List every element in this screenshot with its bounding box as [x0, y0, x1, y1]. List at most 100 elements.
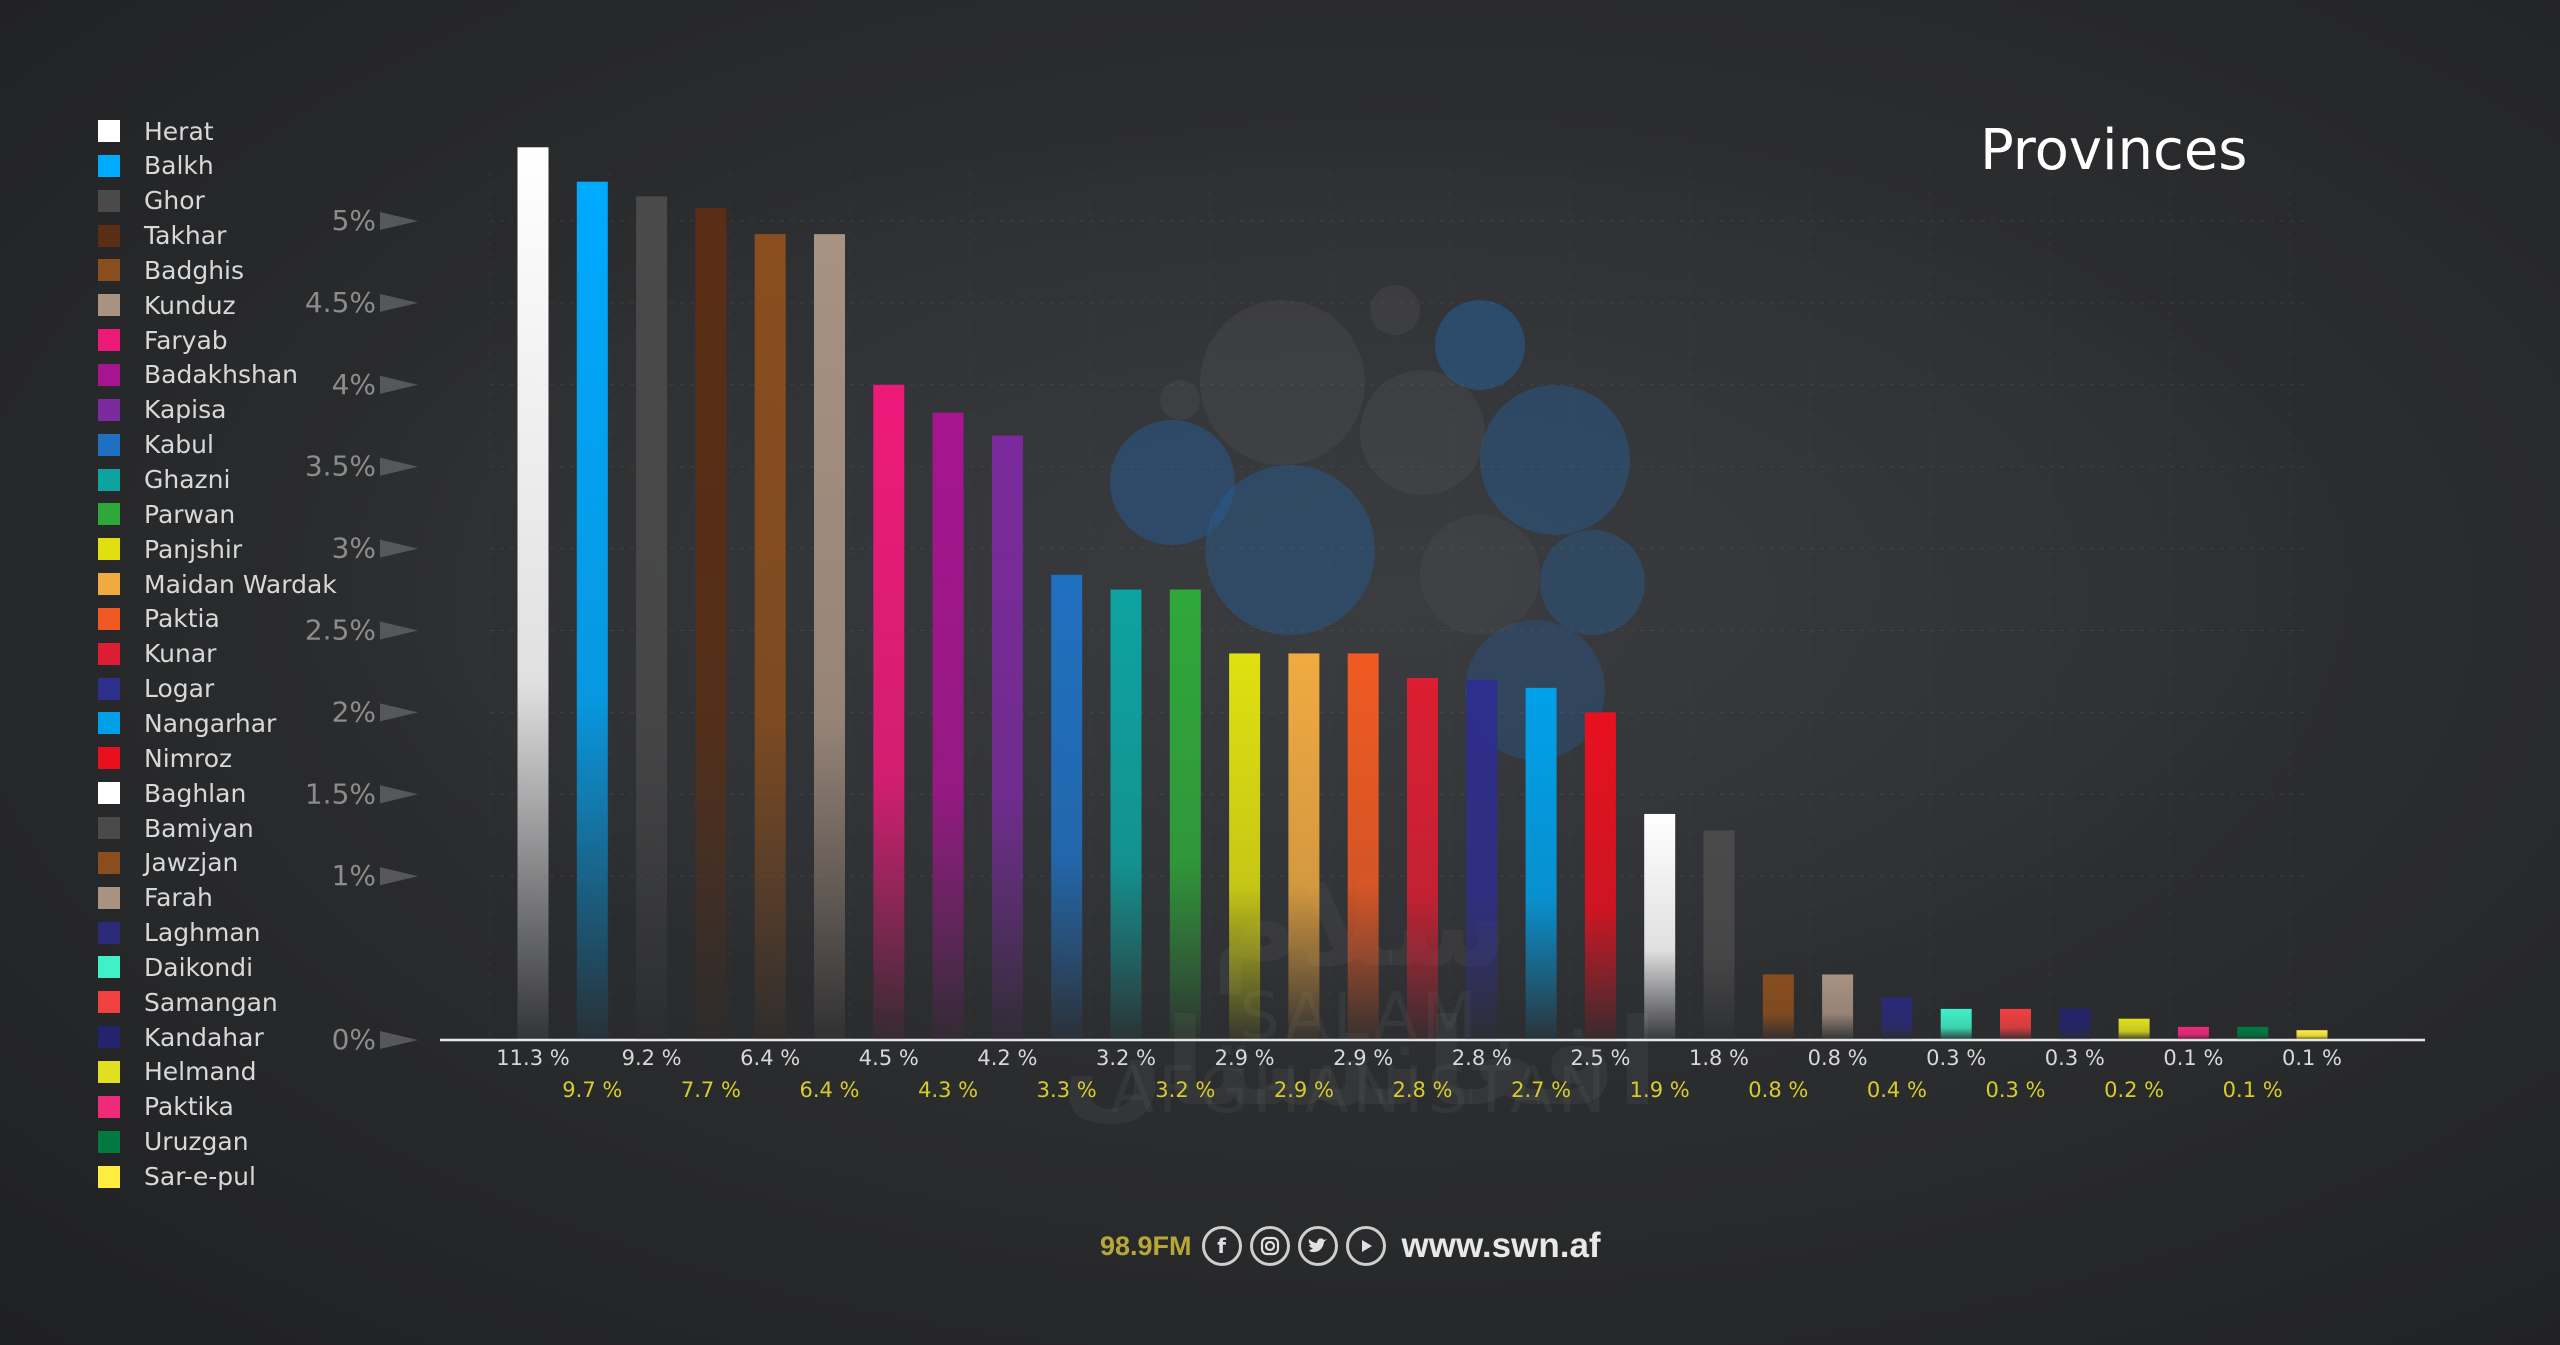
bar-value-label: 4.5 % [859, 1046, 919, 1070]
bar-parwan [1169, 589, 1201, 1040]
legend-label: Baghlan [144, 778, 247, 808]
bar-takhar [695, 207, 727, 1040]
legend-swatch [98, 1165, 120, 1188]
website-link[interactable]: www.swn.af [1401, 1226, 1601, 1265]
legend-label: Balkh [144, 151, 214, 181]
y-tick-marker [380, 539, 418, 558]
y-tick-marker [380, 1031, 418, 1049]
bar-uruzgan [2237, 1026, 2269, 1040]
bar-value-label: 6.4 % [799, 1078, 859, 1102]
decor-bubble [1540, 530, 1645, 635]
y-tick-label: 2% [332, 695, 376, 728]
bar-paktika [2177, 1026, 2209, 1040]
facebook-icon[interactable]: f [1201, 1226, 1242, 1266]
legend-item: Kandahar [98, 1022, 264, 1052]
legend-item: Samangan [98, 987, 278, 1017]
bar-value-label: 1.8 % [1689, 1046, 1749, 1070]
legend-swatch [98, 1130, 120, 1153]
bar-balkh [576, 181, 608, 1041]
bar-kabul [1051, 574, 1083, 1040]
legend-swatch [98, 538, 120, 561]
legend-item: Kapisa [98, 395, 226, 425]
legend-label: Nimroz [144, 743, 233, 773]
bar-value-label: 3.3 % [1037, 1078, 1097, 1102]
legend-item: Sar-e-pul [98, 1162, 256, 1192]
legend-item: Daikondi [98, 952, 253, 982]
bar-kandahar [2059, 1008, 2091, 1040]
legend-item: Ghazni [98, 465, 230, 495]
bar-value-label: 6.4 % [740, 1046, 800, 1070]
legend-label: Sar-e-pul [144, 1162, 256, 1191]
bar-laghman [1881, 997, 1913, 1040]
bar-samangan [2000, 1008, 2031, 1040]
y-tick-marker [380, 621, 418, 640]
y-tick-label: 3.5% [305, 450, 376, 483]
legend-swatch [98, 607, 120, 630]
legend-item: Herat [98, 116, 214, 146]
bar-value-label: 0.1 % [2282, 1046, 2342, 1070]
bar-value-label: 3.2 % [1155, 1078, 1215, 1102]
legend-label: Kunar [144, 639, 217, 669]
legend-label: Kunduz [144, 290, 236, 320]
decor-bubble [1360, 370, 1485, 495]
bar-faryab [873, 384, 905, 1040]
legend-item: Farah [98, 883, 213, 913]
legend-swatch [98, 991, 120, 1014]
legend-label: Maidan Wardak [144, 569, 337, 599]
legend-swatch [98, 120, 120, 142]
bar-badakhshan [932, 412, 964, 1040]
legend-item: Bamiyan [98, 813, 254, 843]
legend-label: Badghis [144, 255, 245, 285]
y-tick-label: 5% [332, 204, 376, 237]
legend-item: Nangarhar [98, 708, 276, 738]
legend-item: Laghman [98, 918, 260, 948]
bar-value-label: 7.7 % [681, 1078, 741, 1102]
bar-badghis [754, 234, 786, 1040]
bar-helmand [2118, 1018, 2150, 1040]
bar-value-label: 2.7 % [1511, 1078, 1571, 1102]
decor-bubble [1480, 385, 1630, 535]
bar-daikondi [1940, 1008, 1972, 1040]
bar-value-label: 3.2 % [1096, 1046, 1156, 1070]
decor-bubble [1160, 380, 1200, 420]
legend-swatch [98, 259, 120, 282]
legend-swatch [98, 503, 120, 526]
legend-label: Faryab [144, 325, 228, 355]
bar-value-label: 9.7 % [562, 1078, 622, 1102]
legend-label: Kabul [144, 430, 214, 460]
bar-value-label: 0.2 % [2104, 1078, 2164, 1102]
bar-kunar [1407, 678, 1438, 1040]
legend-item: Jawzjan [98, 848, 238, 878]
y-tick-label: 4.5% [305, 286, 376, 319]
legend-swatch [98, 329, 120, 352]
bar-herat [517, 147, 549, 1041]
bar-value-label: 2.9 % [1333, 1046, 1393, 1070]
legend-label: Samangan [144, 987, 278, 1017]
legend-swatch [98, 851, 120, 874]
bar-sar-e-pul [2296, 1030, 2328, 1040]
legend-item: Takhar [98, 221, 226, 251]
legend-item: Paktia [98, 604, 220, 634]
legend-label: Daikondi [144, 952, 254, 982]
decor-bubble [1420, 515, 1540, 635]
instagram-icon[interactable] [1249, 1226, 1290, 1266]
legend-item: Baghlan [98, 778, 246, 808]
legend-label: Herat [144, 116, 214, 146]
footer: 98.9FM f www.swn.af [1100, 1218, 1620, 1274]
bar-paktia [1347, 653, 1379, 1040]
legend-item: Uruzgan [98, 1127, 249, 1157]
twitter-icon[interactable] [1297, 1226, 1338, 1266]
legend-label: Farah [144, 883, 213, 913]
bar-value-label: 4.3 % [918, 1078, 978, 1102]
bar-ghor [636, 196, 668, 1040]
y-tick-marker [380, 703, 418, 722]
bar-value-label: 0.3 % [1926, 1046, 1986, 1070]
bar-ghazni [1110, 589, 1142, 1040]
legend-label: Takhar [144, 221, 227, 251]
legend-label: Bamiyan [144, 813, 254, 843]
y-tick-label: 1% [332, 859, 376, 892]
youtube-icon[interactable] [1345, 1226, 1386, 1266]
legend-item: Kunduz [98, 290, 236, 320]
